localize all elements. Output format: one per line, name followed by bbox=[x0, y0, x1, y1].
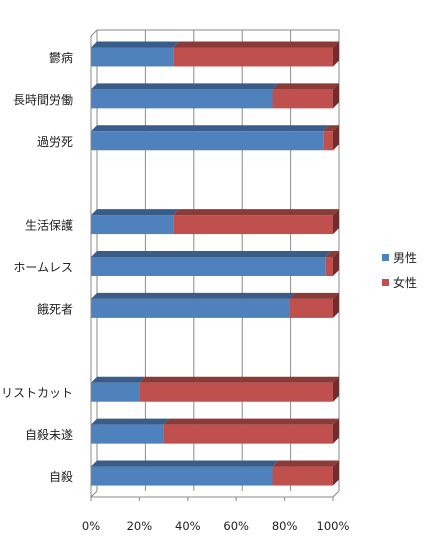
bar-segment bbox=[91, 376, 146, 402]
bar-front-face bbox=[91, 298, 290, 318]
bar-top-face bbox=[91, 125, 330, 132]
bar-front-face bbox=[323, 131, 333, 151]
legend-swatch bbox=[382, 254, 389, 261]
bar-segment bbox=[272, 83, 339, 109]
bar-front-face bbox=[173, 215, 333, 235]
axis-depth-right bbox=[332, 490, 340, 498]
x-tick-label: 40% bbox=[175, 519, 201, 533]
bar-side-face bbox=[333, 209, 339, 235]
legend-label: 男性 bbox=[393, 251, 417, 265]
bar-top-face bbox=[91, 376, 146, 383]
bar-top-face bbox=[91, 209, 180, 216]
bar-front-face bbox=[272, 89, 333, 109]
category-label: リストカット bbox=[1, 386, 73, 400]
x-tick-label: 100% bbox=[317, 519, 350, 533]
bar-top-face bbox=[173, 209, 339, 216]
bar-top-face bbox=[325, 251, 339, 257]
bar-front-face bbox=[163, 424, 333, 444]
bar-front-face bbox=[173, 47, 333, 67]
x-tick-label: 20% bbox=[127, 519, 153, 533]
category-label: 生活保護 bbox=[25, 218, 73, 233]
bar-front-face bbox=[91, 215, 174, 235]
bar-segment bbox=[91, 292, 296, 318]
x-tick-label: 80% bbox=[272, 519, 298, 533]
category-label: ホームレス bbox=[13, 261, 73, 275]
legend-label: 女性 bbox=[393, 275, 417, 290]
bar-segment bbox=[91, 83, 279, 109]
bar-segment bbox=[91, 251, 332, 276]
bar-top-face bbox=[272, 460, 339, 467]
bar-front-face bbox=[272, 466, 333, 486]
category-label: 自殺 bbox=[49, 470, 73, 484]
bar-front-face bbox=[91, 382, 140, 402]
bar-top-face bbox=[173, 41, 339, 48]
bar-top-face bbox=[91, 418, 170, 425]
category-label: 長時間労働 bbox=[13, 93, 73, 107]
bar-top-face bbox=[91, 251, 332, 257]
bar-side-face bbox=[333, 41, 339, 67]
bar-segment bbox=[323, 125, 339, 151]
x-tick-label: 0% bbox=[82, 519, 100, 533]
bar-side-face bbox=[333, 125, 339, 151]
category-label: 餓死者 bbox=[37, 301, 73, 316]
category-label: 過労死 bbox=[37, 135, 73, 149]
bar-top-face bbox=[91, 83, 279, 90]
bar-top-face bbox=[139, 376, 339, 383]
bar-segment bbox=[91, 418, 170, 444]
bar-segment bbox=[91, 460, 279, 486]
bars-layer bbox=[91, 41, 339, 486]
bar-top-face bbox=[163, 418, 339, 425]
bar-top-face bbox=[91, 292, 296, 299]
bar-front-face bbox=[91, 257, 326, 276]
bar-segment bbox=[325, 251, 339, 276]
bar-top-face bbox=[91, 41, 180, 48]
bar-top-face bbox=[289, 292, 339, 299]
legend-swatch bbox=[382, 279, 389, 286]
bar-side-face bbox=[333, 418, 339, 444]
axis-depth-bottom bbox=[90, 490, 98, 498]
category-label: 鬱病 bbox=[49, 50, 73, 65]
bar-top-face bbox=[323, 125, 339, 132]
bar-side-face bbox=[333, 376, 339, 402]
bar-segment bbox=[173, 209, 339, 235]
bar-top-face bbox=[91, 460, 279, 467]
bar-front-face bbox=[91, 424, 164, 444]
bar-front-face bbox=[91, 131, 324, 151]
x-tick-label: 60% bbox=[223, 519, 249, 533]
bar-segment bbox=[272, 460, 339, 486]
bar-front-face bbox=[91, 466, 273, 486]
bar-top-face bbox=[272, 83, 339, 90]
bar-side-face bbox=[333, 460, 339, 486]
bar-segment bbox=[91, 125, 330, 151]
bar-front-face bbox=[139, 382, 333, 402]
category-label: 自殺未遂 bbox=[25, 428, 73, 442]
bar-segment bbox=[163, 418, 339, 444]
bar-side-face bbox=[333, 292, 339, 318]
bar-segment bbox=[173, 41, 339, 67]
axis-depth-top bbox=[90, 29, 98, 37]
bar-side-face bbox=[333, 83, 339, 109]
bar-front-face bbox=[91, 89, 273, 109]
bar-front-face bbox=[289, 298, 333, 318]
bar-side-face bbox=[333, 251, 339, 276]
bar-segment bbox=[289, 292, 339, 318]
bar-front-face bbox=[325, 257, 333, 276]
bar-segment bbox=[91, 209, 180, 235]
bar-front-face bbox=[91, 47, 174, 67]
bar-segment bbox=[91, 41, 180, 67]
bar-segment bbox=[139, 376, 339, 402]
